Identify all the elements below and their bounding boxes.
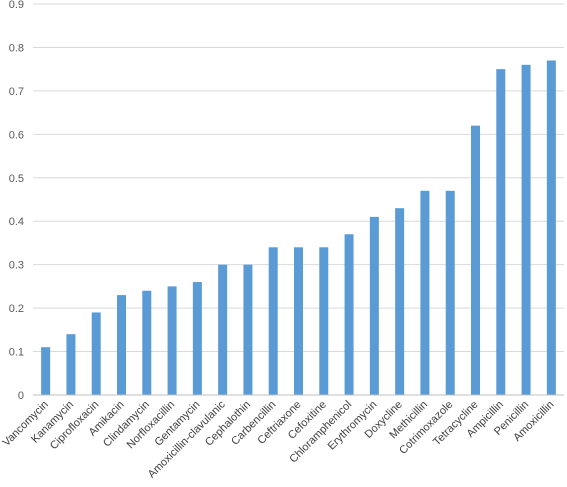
bar xyxy=(192,282,202,395)
bar xyxy=(117,295,126,395)
bars xyxy=(41,60,556,396)
bar xyxy=(344,234,354,395)
y-tick-label: 0.5 xyxy=(9,173,24,185)
y-tick-label: 0.8 xyxy=(9,42,24,54)
bar xyxy=(445,190,455,395)
bar xyxy=(319,247,329,395)
bar xyxy=(420,190,430,395)
y-axis-ticks: 0 0.1 0.2 0.3 0.4 0.5 0.6 0.7 0.8 0.9 xyxy=(9,0,24,402)
bar xyxy=(471,125,480,396)
x-axis-labels: VancomycinKanamycinCiprofloxacinAmikacin… xyxy=(0,398,556,480)
y-tick-label: 0.6 xyxy=(9,129,24,141)
bar xyxy=(243,264,253,395)
bar xyxy=(142,290,152,395)
bar xyxy=(521,64,531,396)
y-tick-label: 0.1 xyxy=(9,347,24,359)
bar xyxy=(496,69,506,396)
y-tick-label: 0.2 xyxy=(9,303,24,315)
bar xyxy=(41,347,51,395)
bar xyxy=(66,334,76,395)
bar xyxy=(218,264,228,395)
y-tick-label: 0 xyxy=(18,390,24,402)
y-tick-label: 0.3 xyxy=(9,260,24,272)
bar xyxy=(395,208,405,395)
bar xyxy=(91,312,101,395)
bar xyxy=(268,247,278,395)
bar xyxy=(294,247,303,395)
y-tick-label: 0.4 xyxy=(9,216,24,228)
bar xyxy=(369,216,379,395)
y-tick-label: 0.9 xyxy=(9,0,24,11)
bar xyxy=(167,286,177,395)
bar xyxy=(546,60,556,395)
y-tick-label: 0.7 xyxy=(9,86,24,98)
